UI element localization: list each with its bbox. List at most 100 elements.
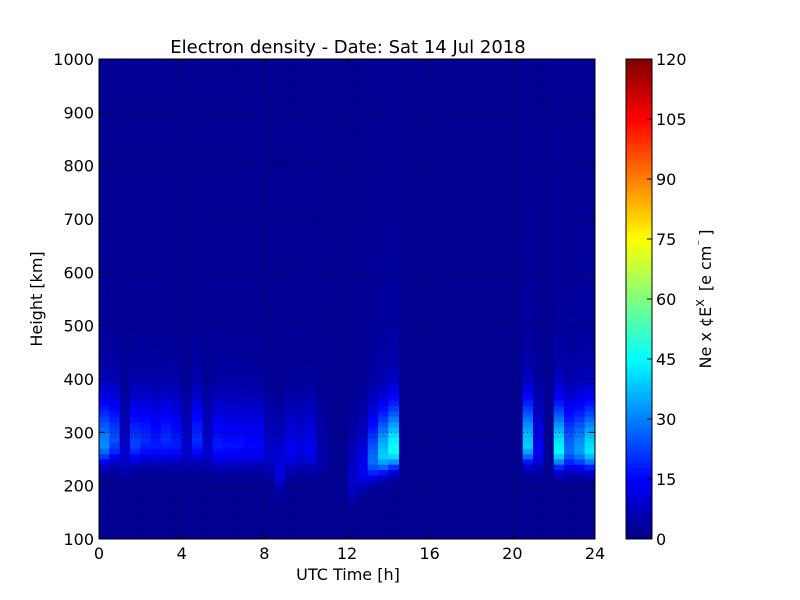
heatmap-cell xyxy=(584,91,596,97)
heatmap-cell xyxy=(171,59,183,65)
colorbar-segment xyxy=(626,495,652,500)
heatmap-cell xyxy=(584,117,596,124)
heatmap-cell xyxy=(553,453,565,460)
heatmap-cell xyxy=(584,523,596,529)
heatmap-cell xyxy=(150,448,162,455)
heatmap-cell xyxy=(223,128,234,135)
heatmap-cell xyxy=(388,443,400,449)
heatmap-cell xyxy=(119,64,131,71)
heatmap-cell xyxy=(254,64,265,71)
colorbar-segment xyxy=(626,275,652,280)
heatmap-cell xyxy=(295,229,307,236)
heatmap-cell xyxy=(140,160,152,167)
heatmap-cell xyxy=(130,491,141,497)
heatmap-cell xyxy=(574,395,586,401)
heatmap-cell xyxy=(264,443,276,449)
heatmap-cell xyxy=(254,517,265,524)
heatmap-cell xyxy=(161,267,172,273)
heatmap-cell xyxy=(574,427,586,433)
heatmap-cell xyxy=(285,213,296,220)
heatmap-cell xyxy=(130,315,141,321)
heatmap-cell xyxy=(347,272,358,279)
heatmap-cell xyxy=(264,240,276,247)
heatmap-cell xyxy=(564,427,575,433)
heatmap-cell xyxy=(274,395,286,401)
heatmap-cell xyxy=(347,139,358,145)
heatmap-cell xyxy=(223,181,234,188)
heatmap-cell xyxy=(264,469,276,476)
heatmap-cell xyxy=(140,229,152,236)
heatmap-cell xyxy=(295,357,307,364)
colorbar-segment xyxy=(626,403,652,408)
heatmap-cell xyxy=(181,352,193,359)
heatmap-cell xyxy=(553,213,565,220)
heatmap-cell xyxy=(264,112,276,119)
heatmap-cell xyxy=(316,149,327,156)
colorbar-segment xyxy=(626,447,652,452)
heatmap-cell xyxy=(388,101,400,108)
heatmap-cell xyxy=(584,171,596,177)
heatmap-cell xyxy=(305,320,317,327)
heatmap-cell xyxy=(192,309,203,316)
heatmap-cell xyxy=(161,395,172,401)
y-tick-label: 900 xyxy=(63,103,94,122)
heatmap-cell xyxy=(584,485,596,492)
colorbar-segment xyxy=(626,291,652,296)
heatmap-cell xyxy=(522,325,534,332)
heatmap-cell xyxy=(295,309,307,316)
heatmap-cell xyxy=(347,475,358,481)
heatmap-cell xyxy=(522,64,534,71)
heatmap-cell xyxy=(223,224,234,231)
heatmap-cell xyxy=(233,267,245,273)
heatmap-cell xyxy=(274,123,286,129)
heatmap-cell xyxy=(181,256,193,263)
colorbar-segment xyxy=(626,143,652,148)
heatmap-cell xyxy=(305,69,317,76)
heatmap-cell xyxy=(99,283,110,289)
heatmap-cell xyxy=(233,315,245,321)
heatmap-cell xyxy=(367,304,379,311)
heatmap-cell xyxy=(347,176,358,183)
heatmap-cell xyxy=(574,331,586,337)
heatmap-cell xyxy=(233,181,245,188)
heatmap-cell xyxy=(233,379,245,385)
heatmap-cell xyxy=(553,96,565,103)
heatmap-cell xyxy=(347,80,358,87)
heatmap-cell xyxy=(130,293,141,300)
colorbar-segment xyxy=(626,487,652,492)
heatmap-cell xyxy=(274,400,286,407)
heatmap-cell xyxy=(119,379,131,385)
heatmap-cell xyxy=(316,373,327,380)
heatmap-cell xyxy=(316,347,327,353)
heatmap-cell xyxy=(212,187,224,193)
heatmap-cell xyxy=(161,405,172,412)
heatmap-cell xyxy=(357,112,369,119)
heatmap-cell xyxy=(150,64,162,71)
heatmap-cell xyxy=(161,144,172,151)
heatmap-cell xyxy=(285,75,296,81)
heatmap-cell xyxy=(295,293,307,300)
heatmap-cell xyxy=(202,448,214,455)
heatmap-cell xyxy=(243,528,255,535)
colorbar-segment xyxy=(626,367,652,372)
heatmap-cell xyxy=(212,59,224,65)
heatmap-cell xyxy=(150,85,162,92)
heatmap-cell xyxy=(295,139,307,145)
heatmap-cell xyxy=(181,139,193,145)
heatmap-cell xyxy=(316,128,327,135)
heatmap-cell xyxy=(564,341,575,348)
heatmap-cell xyxy=(233,405,245,412)
heatmap-cell xyxy=(553,235,565,241)
heatmap-cell xyxy=(584,347,596,353)
heatmap-cell xyxy=(388,187,400,193)
heatmap-cell xyxy=(533,389,544,396)
heatmap-cell xyxy=(295,336,307,343)
heatmap-cell xyxy=(347,112,358,119)
heatmap-cell xyxy=(119,475,131,481)
heatmap-cell xyxy=(223,480,234,487)
heatmap-cell xyxy=(574,149,586,156)
heatmap-cell xyxy=(367,75,379,81)
heatmap-cell xyxy=(233,251,245,257)
heatmap-cell xyxy=(285,411,296,417)
heatmap-cell xyxy=(522,512,534,519)
